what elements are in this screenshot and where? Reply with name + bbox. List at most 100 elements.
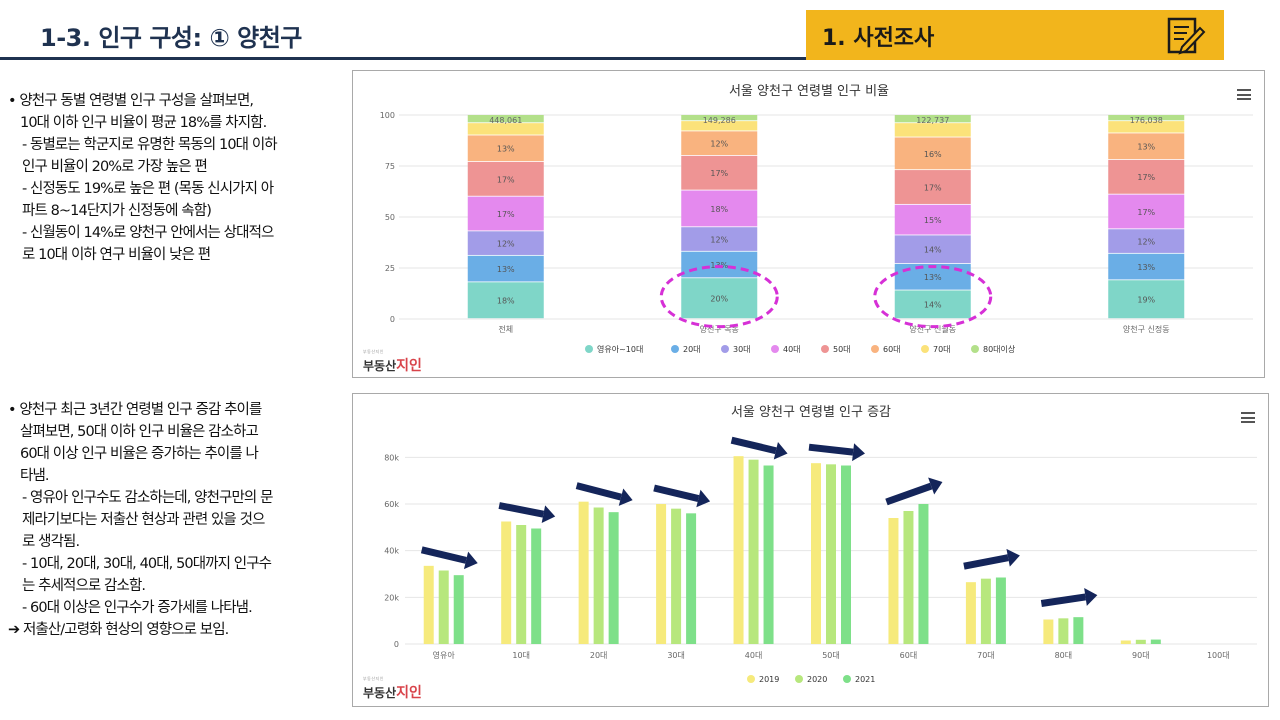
bar[interactable] [531, 528, 542, 645]
bar[interactable] [826, 464, 836, 644]
bar-segment[interactable] [894, 115, 971, 123]
bullet-line: 로 생각됨. [22, 534, 80, 550]
brand-logo: 부동산지인 부동산지인 [363, 676, 422, 701]
bullet-line: 살펴보면, 50대 이하 인구 비율은 감소하고 [20, 424, 259, 440]
bar[interactable] [1135, 639, 1146, 644]
bar-segment[interactable] [467, 123, 544, 135]
bar[interactable] [608, 512, 619, 644]
data-label: 17% [1137, 208, 1155, 217]
bar[interactable] [980, 578, 991, 644]
chart-menu-icon[interactable] [1237, 89, 1251, 100]
bar-segment[interactable] [681, 115, 758, 121]
bar-segment[interactable] [1108, 253, 1185, 280]
bar[interactable] [438, 570, 449, 645]
bar[interactable] [1150, 639, 1161, 644]
bar-segment[interactable] [681, 190, 758, 227]
bar-segment[interactable] [1108, 159, 1185, 194]
bar-segment[interactable] [1108, 115, 1185, 121]
bar-segment[interactable] [467, 255, 544, 282]
data-label: 16% [924, 150, 942, 159]
bar-segment[interactable] [894, 137, 971, 170]
bar[interactable] [903, 511, 914, 644]
legend-label: 30대 [733, 345, 751, 354]
bar[interactable] [733, 456, 744, 644]
x-tick-label: 80대 [1055, 651, 1073, 660]
bar-segment[interactable] [467, 115, 544, 123]
bar[interactable] [763, 465, 774, 645]
bar[interactable] [501, 521, 512, 645]
bar-segment[interactable] [681, 131, 758, 155]
data-label: 13% [924, 273, 942, 282]
bar-segment[interactable] [681, 121, 758, 131]
data-label: 13% [1137, 143, 1155, 152]
grouped-bar-chart: 서울 양천구 연령별 인구 증감 0 20k 40k 60k 80k 영유아 10대 20대 30… [384, 405, 1257, 684]
page-title: 1-3. 인구 구성: ① 양천구 [40, 24, 302, 52]
bar-segment[interactable] [467, 282, 544, 319]
y-tick-label: 20k [384, 593, 399, 602]
bar[interactable] [888, 518, 899, 644]
legend-label: 20대 [683, 345, 701, 354]
bar-segment[interactable] [467, 161, 544, 196]
bar[interactable] [841, 465, 851, 645]
section-badge-label: 1. 사전조사 [822, 26, 935, 51]
bar[interactable] [918, 504, 929, 644]
bar-segment[interactable] [894, 290, 971, 319]
bar[interactable] [811, 463, 821, 644]
bar[interactable] [671, 508, 682, 644]
bar-segment[interactable] [1108, 194, 1185, 229]
chart-menu-icon[interactable] [1241, 412, 1255, 423]
trend-arrow [498, 502, 556, 524]
bar[interactable] [1058, 618, 1069, 644]
bar-segment[interactable] [681, 155, 758, 190]
data-label: 12% [710, 235, 728, 244]
bar-segment[interactable] [1108, 133, 1185, 160]
bar-segment[interactable] [894, 170, 971, 204]
bullet-line: 인구 비율이 20%로 가장 높은 편 [22, 159, 208, 175]
bar-segment[interactable] [467, 231, 544, 255]
bar[interactable] [423, 565, 434, 644]
bar-segment[interactable] [1108, 121, 1185, 133]
bar[interactable] [578, 501, 589, 644]
data-label: 15% [924, 216, 942, 225]
y-tick-label: 100 [380, 111, 395, 120]
x-tick-label: 90대 [1132, 651, 1150, 660]
bar-segment[interactable] [681, 227, 758, 251]
section-badge: 1. 사전조사 [806, 10, 1224, 60]
bar[interactable] [995, 577, 1006, 645]
bullet-line: • 양천구 최근 3년간 연령별 인구 증감 추이를 [8, 402, 262, 418]
bullet-line: - 동별로는 학군지로 유명한 목동의 10대 이하 [22, 137, 278, 153]
highlight-circle [659, 265, 779, 329]
bar[interactable] [1073, 617, 1084, 644]
bar[interactable] [453, 575, 464, 644]
bar-segment[interactable] [894, 204, 971, 235]
bar-segment[interactable] [467, 196, 544, 231]
bullet-line: 는 추세적으로 감소함. [22, 578, 146, 594]
bar[interactable] [686, 513, 697, 644]
bar[interactable] [748, 459, 759, 644]
bar-segment[interactable] [467, 135, 544, 162]
bar-segment[interactable] [894, 235, 971, 264]
data-label: 17% [1137, 173, 1155, 182]
bar[interactable] [965, 582, 976, 644]
bar[interactable] [593, 507, 604, 645]
legend-marker [971, 345, 979, 353]
bar-segment[interactable] [1108, 229, 1185, 253]
x-tick-label: 양천구 목동 [700, 324, 739, 334]
bullet-line: 타냄. [20, 468, 49, 484]
bar-segment[interactable] [1108, 280, 1185, 319]
bar-segment[interactable] [681, 251, 758, 278]
bar-segment[interactable] [681, 278, 758, 319]
x-tick-label: 양천구 신월동 [909, 324, 956, 334]
x-tick-label: 전체 [498, 324, 513, 334]
bar[interactable] [1043, 619, 1054, 645]
bar-segment[interactable] [894, 123, 971, 137]
stacked-bar-chart: 서울 양천구 연령별 인구 비율 0 25 50 75 100 18% 13% 12% 17% 17… [380, 84, 1253, 354]
bullet-line: 제라기보다는 저출산 현상과 관련 있을 것으 [22, 512, 265, 528]
y-tick-label: 0 [394, 640, 399, 649]
bar[interactable] [656, 504, 667, 644]
legend-marker [871, 345, 879, 353]
legend-label: 2021 [855, 675, 875, 684]
bar[interactable] [1120, 640, 1131, 645]
bar[interactable] [516, 525, 527, 644]
